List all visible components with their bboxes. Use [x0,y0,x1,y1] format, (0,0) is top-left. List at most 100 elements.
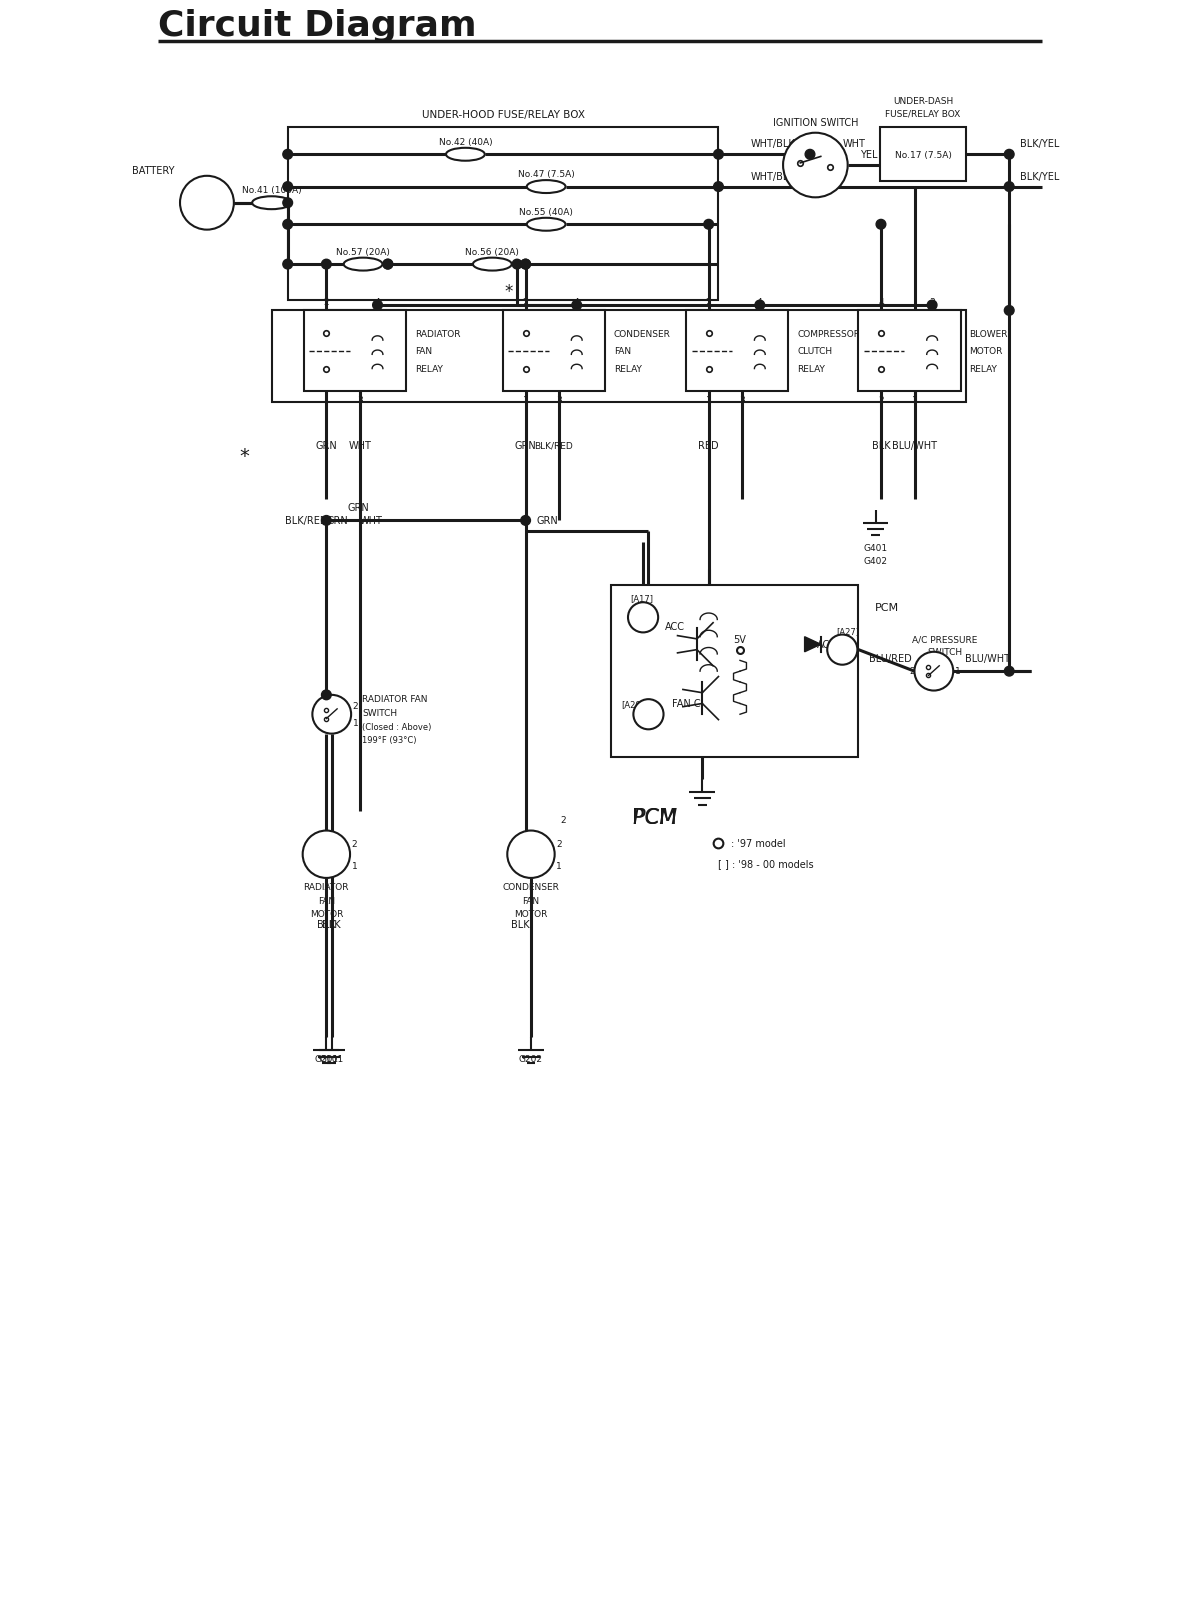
Text: No.55 (40A): No.55 (40A) [520,208,574,217]
Text: BATTERY: BATTERY [132,166,175,177]
Circle shape [1004,151,1014,161]
Text: No.57 (20A): No.57 (20A) [336,248,390,256]
Text: FAN: FAN [318,896,335,906]
Circle shape [521,260,530,269]
Text: +: + [199,195,215,213]
Ellipse shape [252,196,290,209]
Bar [304,312,406,391]
Text: 5V: 5V [733,635,746,644]
Circle shape [180,177,234,230]
Circle shape [714,183,724,192]
Text: WHT: WHT [360,516,383,526]
Text: No.42 (40A): No.42 (40A) [438,138,492,146]
Text: 1: 1 [556,860,562,870]
Text: 1: 1 [706,396,712,406]
Circle shape [1004,307,1014,316]
Text: BLK/RED: BLK/RED [286,516,328,526]
Text: BLU/RED: BLU/RED [869,654,912,664]
Circle shape [283,198,293,208]
Text: : '97 model: : '97 model [731,839,786,849]
Text: 199°F (93°C): 199°F (93°C) [362,735,416,743]
Circle shape [283,260,293,269]
Text: RADIATOR FAN: RADIATOR FAN [362,695,427,703]
Circle shape [704,221,714,230]
Bar [858,312,961,391]
Text: A17: A17 [635,610,652,620]
Text: UNDER-DASH: UNDER-DASH [893,97,953,105]
Text: No.56 (20A): No.56 (20A) [466,248,520,256]
Text: BLK/YEL: BLK/YEL [1020,140,1060,149]
Text: [ ] : '98 - 00 models: [ ] : '98 - 00 models [719,859,814,868]
Text: Circuit Diagram: Circuit Diagram [158,10,478,42]
Text: 2: 2 [523,299,528,307]
Text: CLUTCH: CLUTCH [739,622,774,630]
Text: SWITCH: SWITCH [362,708,397,717]
Text: PCM: PCM [632,807,677,828]
Circle shape [322,260,331,269]
Text: PCM: PCM [632,807,678,828]
Text: WHT/BLK: WHT/BLK [751,140,796,149]
Text: 3: 3 [929,299,935,307]
Text: 1: 1 [690,583,695,592]
Text: MOTOR: MOTOR [515,909,547,919]
Circle shape [373,300,383,310]
Text: WHT: WHT [842,140,865,149]
Circle shape [312,695,352,734]
Text: 2: 2 [910,665,916,675]
Text: IG2: IG2 [817,170,832,179]
Text: COMPRESSOR: COMPRESSOR [797,329,860,338]
Circle shape [508,831,554,878]
Circle shape [521,260,530,269]
Circle shape [283,183,293,192]
Text: 1: 1 [352,860,358,870]
Text: G201: G201 [314,1055,338,1063]
Bar [611,586,858,758]
Text: 2: 2 [878,396,883,406]
Text: 4: 4 [878,299,883,307]
Circle shape [827,635,857,665]
Circle shape [283,151,293,161]
Text: 2: 2 [352,839,358,849]
Text: BLOWER: BLOWER [970,329,1008,338]
Text: MOTOR: MOTOR [970,347,1003,355]
Text: FAN: FAN [614,347,631,355]
Text: PCM: PCM [875,602,899,612]
Text: 1: 1 [353,719,359,727]
Text: 4: 4 [374,299,380,307]
Circle shape [876,221,886,230]
Text: 2: 2 [560,816,566,824]
Text: A/C PRESSURE: A/C PRESSURE [912,635,977,644]
Circle shape [283,221,293,230]
Circle shape [521,516,530,526]
Text: COMPRESSOR: COMPRESSOR [739,609,802,617]
Text: ACC: ACC [665,622,685,631]
Text: BLK: BLK [317,920,336,930]
Text: G401: G401 [864,544,888,552]
Text: ACS: ACS [816,639,836,649]
Text: No.41 (100A): No.41 (100A) [241,187,301,195]
Text: 1: 1 [324,396,329,406]
Text: CONDENSER: CONDENSER [614,329,671,338]
Ellipse shape [446,149,485,162]
Text: GRN: GRN [316,441,337,451]
Bar [688,596,730,683]
Circle shape [383,260,392,269]
Text: M: M [318,846,335,863]
Bar [503,312,605,391]
Text: 1: 1 [955,665,960,675]
Text: GRN: GRN [515,441,536,451]
Circle shape [572,300,582,310]
Text: GRN: GRN [326,516,348,526]
Circle shape [1004,183,1014,192]
Text: GRN: GRN [348,503,370,513]
Text: C5: C5 [836,643,848,651]
Circle shape [322,516,331,526]
Text: *: * [504,282,512,300]
Bar [288,128,719,300]
Text: YEL: YEL [860,151,878,161]
Text: WHT/BLU: WHT/BLU [751,172,796,182]
Circle shape [784,133,847,198]
Text: [A17]: [A17] [630,594,653,604]
Text: FAN C: FAN C [672,700,701,709]
Text: BLK/YEL: BLK/YEL [1020,172,1060,182]
